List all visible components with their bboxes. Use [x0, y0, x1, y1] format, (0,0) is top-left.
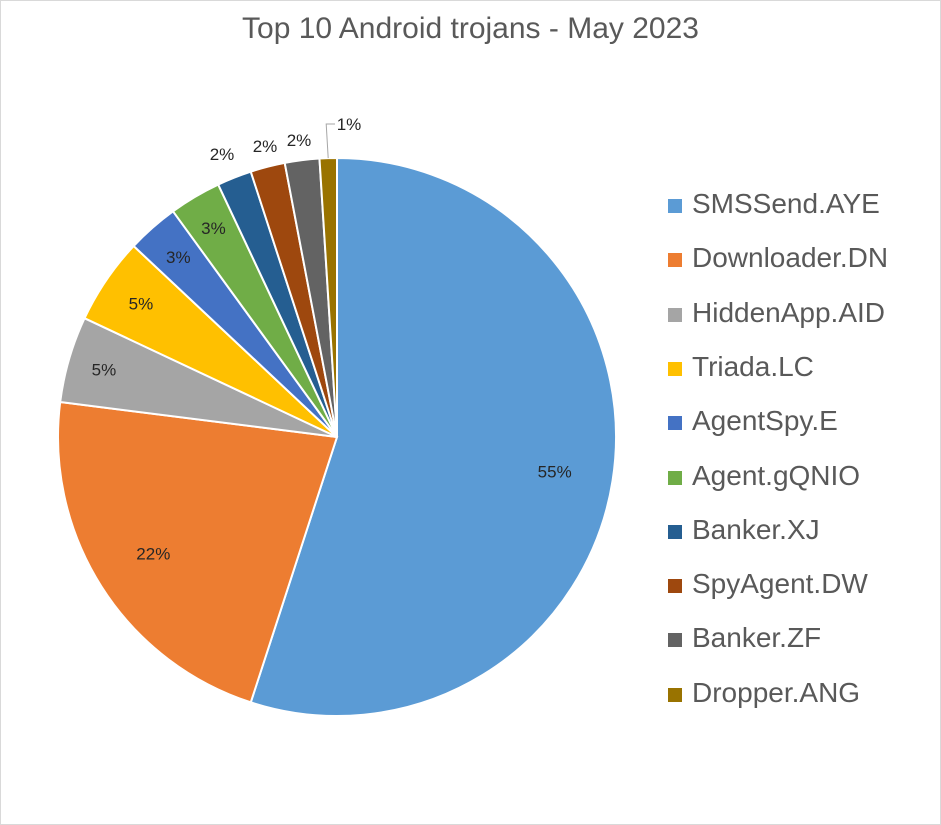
legend-label: Agent.gQNIO — [692, 459, 861, 491]
legend-swatch — [668, 307, 682, 322]
legend-label: Downloader.DN — [692, 242, 889, 274]
pie-slice-smssend-aye — [249, 156, 617, 717]
legend-swatch — [668, 687, 682, 702]
chart-title: Top 10 Android trojans - May 2023 — [242, 12, 699, 45]
data-label: 22% — [136, 545, 170, 564]
legend-label: HiddenApp.AID — [692, 296, 886, 328]
data-label: 55% — [538, 463, 572, 482]
legend-label: Triada.LC — [692, 350, 814, 382]
legend-swatch — [668, 253, 682, 268]
data-label: 5% — [129, 295, 154, 314]
data-label: 3% — [201, 219, 226, 238]
legend-label: Dropper.ANG — [692, 676, 861, 708]
data-label: 1% — [337, 115, 362, 134]
legend-swatch — [668, 524, 682, 539]
leader-line — [325, 123, 335, 159]
legend-swatch — [668, 633, 682, 648]
pie-slice-downloader-dn — [57, 400, 339, 704]
legend-swatch — [668, 199, 682, 213]
data-label: 5% — [92, 360, 117, 379]
legend-swatch — [668, 470, 682, 485]
data-label: 2% — [210, 145, 235, 164]
data-label: 3% — [166, 248, 191, 267]
legend-label: SpyAgent.DW — [692, 568, 868, 600]
data-label: 2% — [287, 131, 312, 150]
legend-label: Banker.XJ — [692, 513, 820, 545]
legend-label: Banker.ZF — [692, 622, 822, 654]
legend-swatch — [668, 579, 682, 594]
legend-label: AgentSpy.E — [692, 405, 838, 437]
pie-slice-dropper-ang — [318, 156, 338, 438]
legend-label: SMSSend.AYE — [692, 188, 880, 219]
legend-swatch — [668, 416, 682, 431]
legend-swatch — [668, 361, 682, 376]
data-label: 2% — [253, 137, 278, 156]
